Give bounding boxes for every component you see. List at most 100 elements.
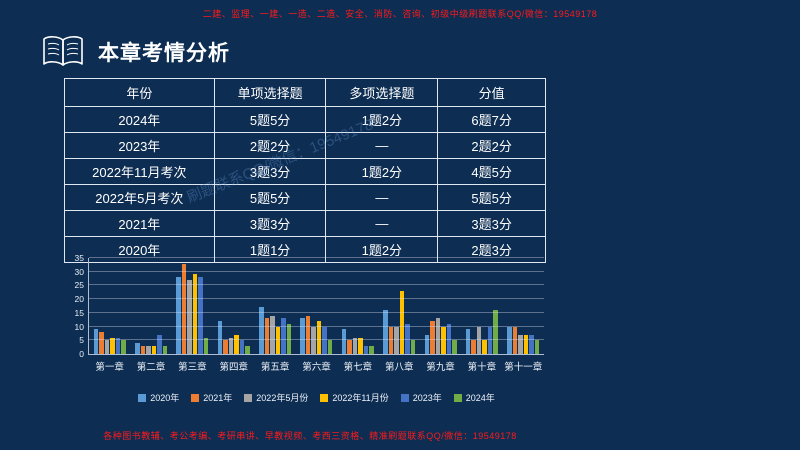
table-cell: 2题2分 xyxy=(213,132,327,159)
table-cell: 3题3分 xyxy=(437,210,546,237)
bar-group-第二章 xyxy=(130,258,171,354)
table-cell: 4题5分 xyxy=(437,158,546,185)
bar-2022年5月份-第十章 xyxy=(476,326,482,354)
table-cell: 5题5分 xyxy=(213,106,327,133)
gridline xyxy=(89,311,544,313)
bar-2020年-第四章 xyxy=(217,321,223,354)
legend-swatch xyxy=(138,393,147,402)
table-row: 2024年 5题5分 1题2分 6题7分 xyxy=(64,106,546,133)
bar-group-第十一章 xyxy=(503,258,544,354)
bar-group-第七章 xyxy=(337,258,378,354)
bar-2024年-第九章 xyxy=(452,340,457,354)
gridline xyxy=(89,257,544,258)
bar-2024年-第四章 xyxy=(245,345,250,354)
bar-2021年-第十一章 xyxy=(512,326,518,354)
table-cell: 5题5分 xyxy=(437,184,546,211)
chart-y-axis: 0 5 10 15 20 25 30 35 xyxy=(64,253,88,359)
gridline xyxy=(89,339,544,341)
title-row: 本章考情分析 xyxy=(40,34,230,70)
bar-2020年-第九章 xyxy=(424,334,430,354)
bar-2022年11月份-第七章 xyxy=(358,337,363,354)
bar-2021年-第八章 xyxy=(388,326,394,354)
table-header-cell: 分值 xyxy=(437,78,546,107)
bar-2020年-第七章 xyxy=(341,329,347,354)
bar-2021年-第十章 xyxy=(471,340,476,354)
x-tick-label: 第六章 xyxy=(302,362,331,373)
x-tick-label: 第九章 xyxy=(426,362,455,373)
bar-2022年11月份-第九章 xyxy=(441,326,446,354)
legend-label: 2021年 xyxy=(203,393,233,403)
bar-2022年11月份-第十一章 xyxy=(523,334,529,354)
bar-group-第四章 xyxy=(213,258,254,354)
bar-2022年5月份-第七章 xyxy=(352,337,358,354)
bar-2023年-第七章 xyxy=(363,345,369,354)
bar-2022年5月份-第五章 xyxy=(270,315,275,354)
bar-2023年-第六章 xyxy=(322,326,327,354)
table-cell: 2024年 xyxy=(64,106,215,133)
bar-2020年-第八章 xyxy=(383,310,388,354)
legend-item-2022年11月份: 2022年11月份 xyxy=(320,391,389,404)
table-cell: 2021年 xyxy=(64,210,215,237)
bar-2021年-第九章 xyxy=(430,321,435,354)
bar-2020年-第二章 xyxy=(135,343,140,354)
table-cell: 2题2分 xyxy=(437,132,546,159)
table-cell: 1题1分 xyxy=(213,236,327,263)
bar-2024年-第七章 xyxy=(369,345,374,354)
x-tick-label: 第四章 xyxy=(219,362,249,373)
chart-x-axis: 第一章 第二章 第三章 第四章 第五章 第六章 第七章 第八章 第九章 第十章 第十一章 xyxy=(89,355,544,373)
y-tick-label: 0 xyxy=(79,349,84,359)
bar-2022年11月份-第二章 xyxy=(151,345,157,354)
exam-table-header-row: 年份 单项选择题 多项选择题 分值 xyxy=(64,78,546,107)
gridline xyxy=(89,284,544,286)
bar-2022年5月份-第三章 xyxy=(187,279,192,354)
bar-2022年5月份-第一章 xyxy=(104,340,110,354)
top-ad-banner: 二建、监理、一建、一造、二造、安全、消防、咨询、初级中级刷题联系QQ/微信：19… xyxy=(202,9,598,19)
bar-group-第三章 xyxy=(172,258,213,354)
table-cell: 1题2分 xyxy=(325,106,439,133)
chart-bar-groups xyxy=(89,258,544,354)
y-tick-label: 5 xyxy=(79,335,84,346)
legend-label: 2024年 xyxy=(465,393,495,403)
table-row: 2020年 1题1分 1题2分 2题3分 xyxy=(64,236,546,263)
bar-2021年-第五章 xyxy=(264,318,270,354)
bar-2023年-第一章 xyxy=(115,337,121,354)
bar-group-第八章 xyxy=(379,258,420,354)
bar-2022年5月份-第二章 xyxy=(146,345,151,354)
bar-2023年-第三章 xyxy=(198,277,203,354)
legend-swatch xyxy=(320,393,329,402)
legend-item-2023年: 2023年 xyxy=(400,391,442,404)
bar-group-第十章 xyxy=(461,258,502,354)
y-tick-label: 20 xyxy=(74,294,84,305)
gridline xyxy=(89,298,544,300)
bar-2024年-第五章 xyxy=(286,323,292,354)
x-tick-label: 第八章 xyxy=(384,362,414,373)
bar-2023年-第五章 xyxy=(281,318,286,354)
legend-swatch xyxy=(453,393,462,402)
bar-2022年11月份-第三章 xyxy=(192,274,198,354)
y-tick-label: 35 xyxy=(74,253,84,263)
legend-label: 2022年11月份 xyxy=(332,393,389,403)
legend-label: 2020年 xyxy=(150,393,180,403)
legend-swatch xyxy=(400,393,409,402)
x-tick-label: 第十一章 xyxy=(504,362,543,373)
bar-group-第六章 xyxy=(296,258,337,354)
legend-label: 2022年5月份 xyxy=(256,393,309,403)
legend-item-2024年: 2024年 xyxy=(453,391,495,404)
bar-2024年-第一章 xyxy=(121,340,126,354)
legend-swatch xyxy=(191,393,200,402)
bar-2023年-第十章 xyxy=(487,326,493,354)
bar-2022年5月份-第九章 xyxy=(435,318,441,354)
bar-2024年-第十章 xyxy=(493,310,498,354)
bar-2022年5月份-第十一章 xyxy=(518,334,523,354)
table-cell: 6题7分 xyxy=(437,106,546,133)
open-book-icon xyxy=(40,34,86,70)
bar-2023年-第二章 xyxy=(157,334,162,354)
bar-2021年-第三章 xyxy=(181,263,187,354)
bar-2020年-第六章 xyxy=(300,318,305,354)
legend-item-2022年5月份: 2022年5月份 xyxy=(244,391,308,404)
y-tick-label: 15 xyxy=(74,307,84,318)
bar-2024年-第三章 xyxy=(203,337,209,354)
x-tick-label: 第五章 xyxy=(260,362,290,373)
table-cell: 2022年11月考次 xyxy=(64,158,215,185)
